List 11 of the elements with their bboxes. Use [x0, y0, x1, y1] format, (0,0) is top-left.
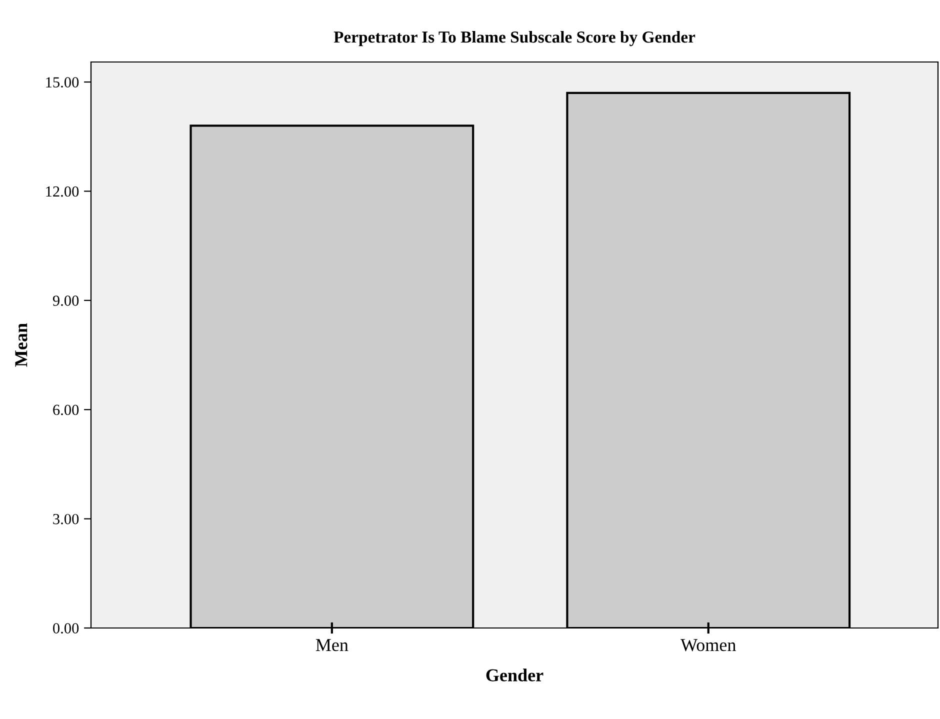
x-axis-title: Gender [486, 668, 544, 682]
chart-title: Perpetrator Is To Blame Subscale Score by Gender [334, 30, 696, 46]
y-axis-title: Mean [15, 323, 28, 367]
y-tick-label: 0.00 [53, 623, 79, 634]
y-tick-label: 9.00 [52, 296, 79, 306]
y-tick-label: 6.00 [53, 404, 79, 416]
x-tick-label: Women [680, 639, 736, 652]
y-tick-label: 12.00 [46, 186, 79, 197]
x-tick-label: Men [316, 639, 348, 652]
y-tick-label: 15.00 [46, 77, 79, 88]
y-tick-label: 3.00 [53, 514, 79, 524]
